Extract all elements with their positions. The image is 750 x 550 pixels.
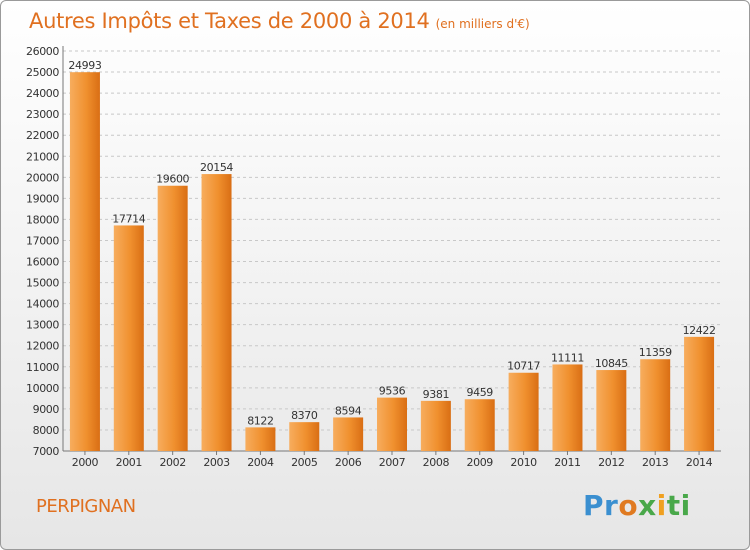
y-tick-label: 14000 (26, 298, 59, 311)
logo-part: o (618, 489, 639, 522)
x-tick-label: 2010 (510, 456, 537, 469)
bar (69, 72, 100, 451)
bar (508, 372, 539, 451)
bar (596, 370, 627, 451)
data-label: 11111 (551, 351, 584, 364)
bar (640, 359, 671, 451)
proxiti-logo: Proxiti (583, 489, 691, 522)
x-tick-label: 2014 (686, 456, 713, 469)
title-block: Autres Impôts et Taxes de 2000 à 2014 (en… (29, 9, 530, 33)
y-tick-label: 15000 (26, 277, 59, 290)
bar (684, 336, 715, 451)
data-label: 8122 (247, 414, 273, 427)
x-tick-label: 2007 (379, 456, 406, 469)
x-tick-label: 2004 (247, 456, 274, 469)
bar (552, 364, 583, 451)
data-label: 10717 (507, 360, 540, 373)
bar (245, 427, 276, 451)
logo-part: x (638, 489, 657, 522)
data-label: 24993 (68, 59, 101, 72)
y-tick-label: 23000 (26, 108, 59, 121)
y-tick-label: 11000 (26, 361, 59, 374)
x-tick-label: 2006 (335, 456, 362, 469)
y-tick-label: 16000 (26, 256, 59, 269)
data-label: 19600 (156, 173, 189, 186)
y-tick-label: 12000 (26, 340, 59, 353)
y-tick-label: 7000 (33, 445, 60, 458)
x-tick-label: 2000 (72, 456, 99, 469)
x-tick-label: 2005 (291, 456, 318, 469)
y-tick-label: 19000 (26, 192, 59, 205)
x-tick-label: 2002 (159, 456, 185, 469)
bar (333, 417, 364, 451)
y-tick-labels: 7000 8000 9000 10000 11000 12000 13000 14000 150… (26, 45, 60, 458)
x-tick-label: 2008 (423, 456, 450, 469)
bar (420, 400, 451, 451)
bars (69, 72, 715, 452)
city-label: PERPIGNAN (36, 496, 136, 517)
y-tick-label: 13000 (26, 319, 59, 332)
y-tick-label: 24000 (26, 87, 59, 100)
data-label: 20154 (200, 161, 233, 174)
y-tick-label: 21000 (26, 150, 59, 163)
data-label: 12422 (683, 324, 716, 337)
y-tick-label: 25000 (26, 66, 59, 79)
bar (113, 225, 144, 451)
bar (464, 399, 495, 451)
data-label: 17714 (112, 212, 145, 225)
y-tick-label: 22000 (26, 129, 59, 142)
logo-part: i (656, 489, 667, 522)
x-tick-label: 2011 (554, 456, 580, 469)
x-tick-label: 2012 (598, 456, 624, 469)
data-label: 11359 (639, 346, 672, 359)
data-label: 9459 (467, 386, 494, 399)
x-tick-label: 2001 (116, 456, 142, 469)
data-label: 9536 (379, 385, 406, 398)
bar (201, 174, 232, 452)
bar (289, 422, 320, 451)
data-label: 8594 (335, 404, 362, 417)
bar (157, 185, 188, 451)
y-tick-label: 20000 (26, 171, 59, 184)
y-tick-label: 17000 (26, 234, 59, 247)
x-tick-label: 2009 (467, 456, 494, 469)
y-tick-label: 10000 (26, 382, 59, 395)
y-tick-label: 26000 (26, 45, 59, 58)
y-tick-label: 9000 (33, 403, 60, 416)
logo-part: ti (666, 489, 691, 522)
logo-part: Pr (583, 489, 619, 522)
data-labels: 24993 17714 19600 20154 8122 8370 8594 9536 9381… (68, 59, 716, 427)
x-tick-labels: 2000 2001 2002 2003 2004 2005 2006 2007 2008 2009… (72, 456, 713, 469)
chart-title: Autres Impôts et Taxes de 2000 à 2014 (29, 9, 430, 33)
x-tick-label: 2013 (642, 456, 669, 469)
y-tick-label: 18000 (26, 213, 59, 226)
data-label: 8370 (291, 409, 318, 422)
data-label: 9381 (423, 388, 449, 401)
y-tick-label: 8000 (33, 424, 60, 437)
bar (377, 397, 407, 451)
data-label: 10845 (595, 357, 628, 370)
chart-subtitle: (en milliers d'€) (435, 17, 530, 31)
x-tick-label: 2003 (203, 456, 230, 469)
